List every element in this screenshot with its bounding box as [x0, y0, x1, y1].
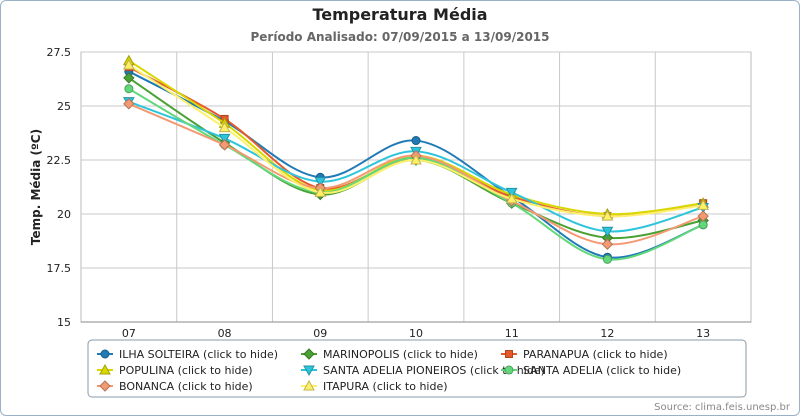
- legend-marker: [303, 365, 315, 377]
- legend-label: MARINOPOLIS (click to hide): [323, 348, 478, 361]
- legend-marker: [100, 349, 110, 359]
- y-tick-label: 20: [57, 208, 71, 221]
- legend-marker: [303, 379, 315, 391]
- legend-label: PARANAPUA (click to hide): [523, 348, 668, 361]
- data-point: [505, 192, 518, 204]
- legend-item[interactable]: PARANAPUA (click to hide): [501, 348, 668, 361]
- data-point: [601, 226, 614, 238]
- legend-label: SANTA ADELIA PIONEIROS (click to hide): [323, 364, 545, 377]
- y-tick-label: 17.5: [47, 262, 72, 275]
- legend-label: ILHA SOLTEIRA (click to hide): [119, 348, 278, 361]
- legend-marker: [303, 348, 315, 360]
- y-tick-label: 25: [57, 100, 71, 113]
- data-point: [123, 58, 135, 70]
- data-point: [698, 220, 708, 230]
- data-point: [218, 121, 231, 133]
- chart-title: Temperatura Média: [312, 5, 487, 24]
- x-tick-label: 09: [313, 327, 327, 340]
- data-point: [697, 199, 709, 210]
- source-credit: Source: clima.feis.unesp.br: [654, 402, 791, 413]
- data-point: [602, 254, 612, 264]
- data-point: [124, 84, 134, 94]
- grid: [81, 51, 751, 323]
- data-point: [123, 98, 135, 110]
- legend-label: ITAPURA (click to hide): [323, 380, 448, 393]
- data-point: [697, 210, 709, 222]
- data-point: [123, 72, 135, 84]
- legend-label: POPULINA (click to hide): [119, 364, 253, 377]
- y-tick-label: 22.5: [47, 154, 72, 167]
- y-tick-label: 15: [57, 316, 71, 329]
- legend-item[interactable]: ILHA SOLTEIRA (click to hide): [97, 348, 278, 361]
- series-itapura: [123, 58, 709, 221]
- chart-subtitle: Período Analisado: 07/09/2015 a 13/09/20…: [250, 30, 549, 44]
- legend-box: [87, 339, 747, 398]
- legend-marker: [504, 365, 514, 375]
- x-tick-label: 10: [409, 327, 423, 340]
- series-group: [123, 54, 709, 264]
- plot-area: [80, 51, 752, 323]
- legend-marker: [505, 350, 513, 358]
- x-axis-ticks: 07 08 09 10 11 12 13: [122, 327, 710, 340]
- legend-item[interactable]: MARINOPOLIS (click to hide): [301, 348, 478, 361]
- data-point: [314, 186, 327, 197]
- x-tick-label: 08: [218, 327, 232, 340]
- data-point: [411, 136, 421, 146]
- x-tick-label: 13: [696, 327, 710, 340]
- data-point: [410, 153, 422, 165]
- legend-item[interactable]: ITAPURA (click to hide): [301, 379, 448, 393]
- legend-marker: [99, 363, 111, 375]
- data-point: [601, 238, 614, 250]
- x-tick-label: 11: [505, 327, 519, 340]
- data-point: [218, 139, 231, 151]
- legend-item[interactable]: SANTA ADELIA PIONEIROS (click to hide): [301, 364, 545, 377]
- legend-item[interactable]: SANTA ADELIA (click to hide): [501, 364, 681, 377]
- legend-marker: [99, 380, 111, 392]
- data-point: [314, 177, 327, 188]
- y-axis-label: Temp. Média (ºC): [29, 129, 43, 245]
- data-point: [218, 133, 231, 145]
- y-tick-label: 27.5: [47, 46, 72, 59]
- legend-label: SANTA ADELIA (click to hide): [523, 364, 681, 377]
- legend-item[interactable]: POPULINA (click to hide): [97, 363, 253, 377]
- data-point: [601, 210, 614, 221]
- x-tick-label: 12: [600, 327, 614, 340]
- legend-label: BONANCA (click to hide): [119, 380, 253, 393]
- y-axis-ticks: 15 17.5 20 22.5 25 27.5: [47, 46, 72, 329]
- legend: ILHA SOLTEIRA (click to hide) MARINOPOLIS…: [97, 348, 681, 393]
- x-tick-label: 07: [122, 327, 136, 340]
- legend-item[interactable]: BONANCA (click to hide): [97, 380, 253, 393]
